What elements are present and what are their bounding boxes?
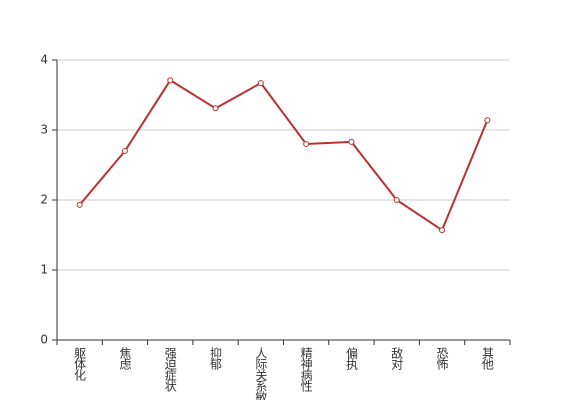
x-tick-label: 躯体化	[73, 346, 87, 382]
x-tick-label: 偏执	[344, 346, 358, 371]
y-tick-label: 2	[40, 193, 48, 207]
y-tick-label: 4	[40, 53, 48, 67]
x-tick-label: 其他	[480, 347, 494, 370]
point	[303, 141, 310, 147]
x-tick-label: 敌对	[390, 346, 404, 370]
y-tick-label: 0	[40, 333, 48, 347]
point	[212, 105, 219, 112]
y-tick-label: 1	[40, 263, 48, 277]
x-tick-label: 精神病性	[299, 347, 313, 393]
x-tick-label: 抑郁	[209, 346, 223, 371]
x-tick-label: 人际关系敏感	[254, 347, 268, 400]
point	[348, 138, 355, 145]
x-tick-label: 恐怖	[435, 347, 449, 370]
point	[76, 201, 83, 208]
point	[484, 117, 491, 124]
point	[257, 80, 264, 87]
line	[78, 78, 489, 232]
point	[121, 148, 128, 154]
x-tick-label: 强迫症状	[163, 347, 177, 392]
point	[393, 197, 400, 203]
y-tick-label: 3	[40, 123, 48, 137]
point	[439, 227, 446, 234]
point	[167, 77, 174, 84]
x-tick-label: 焦虑	[118, 347, 132, 370]
